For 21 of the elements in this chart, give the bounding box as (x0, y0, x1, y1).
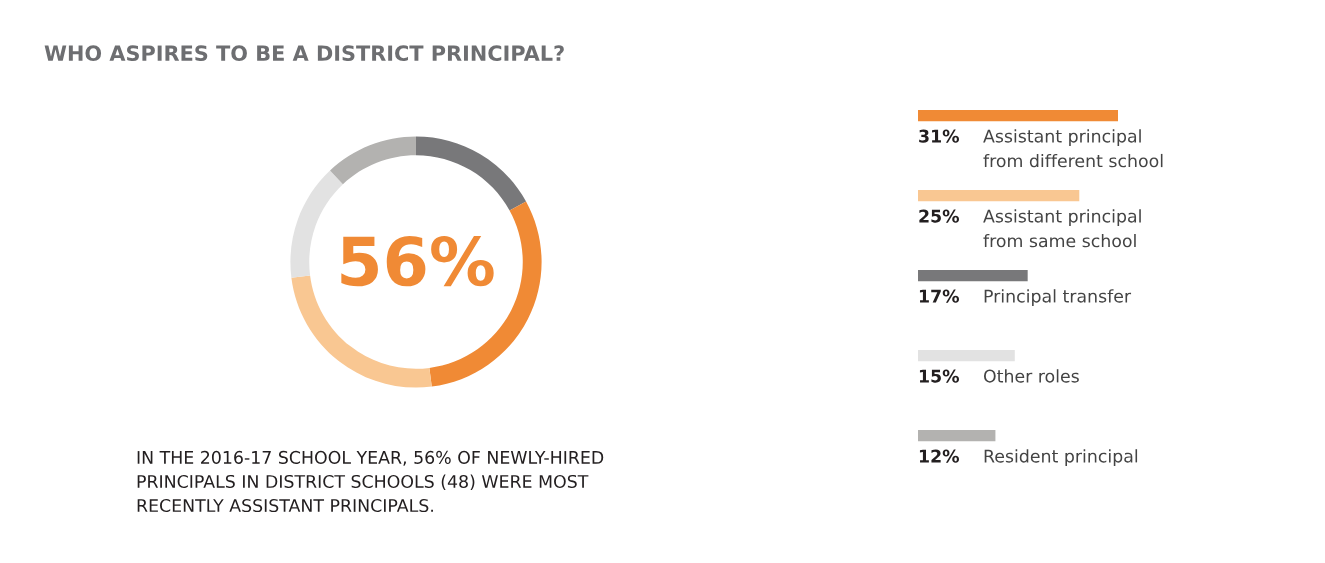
data-label: 12% (919, 449, 959, 463)
data-label: 15% (919, 369, 959, 383)
text: IN THE 2016-17 SCHOOL YEAR, 56% OF NEWLY-HIRED PRINCIPALS IN DISTRICT SCHOOLS (48) WERE MOST RECENTLY ASSISTANT PRINCIPALS. (137, 450, 604, 513)
chart-title: WHO ASPIRES TO BE A DISTRICT PRINCIPAL? (44, 45, 564, 62)
data-label: 25% (919, 209, 959, 223)
bar (918, 430, 996, 442)
text: 56% (341, 235, 494, 287)
donut-slice (330, 136, 416, 185)
donut-slice (290, 170, 343, 278)
bar (918, 350, 1015, 362)
y-tick-label: Assistant principal from same school (983, 209, 1141, 248)
bar (918, 270, 1028, 282)
y-tick-label: Principal transfer (984, 289, 1132, 306)
donut-slice (416, 136, 527, 211)
data-label: 17% (919, 289, 959, 303)
y-tick-label: Assistant principal from different school (983, 129, 1163, 168)
bar (918, 110, 1118, 122)
bar (918, 190, 1080, 202)
data-label: 31% (919, 129, 959, 143)
y-tick-label: Other roles (983, 369, 1079, 383)
y-tick-label: Resident principal (984, 449, 1138, 466)
